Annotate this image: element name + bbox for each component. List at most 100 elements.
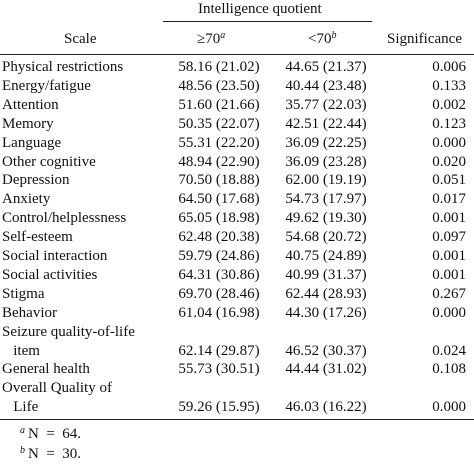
significance-cell: 0.123	[432, 115, 466, 132]
iq-ge70-header-label: ≥70	[197, 31, 221, 47]
significance-header: Significance	[387, 31, 462, 47]
iq-ge70-cell: 69.70 (28.46)	[178, 285, 260, 302]
significance-cell: 0.097	[432, 229, 466, 246]
significance-cell: 0.133	[432, 77, 466, 94]
iq-ge70-cell: 59.26 (15.95)	[178, 399, 260, 416]
iq-ge70-cell: 58.16 (21.02)	[178, 59, 260, 75]
scale-cell: Overall Quality of	[2, 380, 112, 397]
iq-lt70-cell: 40.75 (24.89)	[285, 248, 367, 264]
significance-cell: 0.001	[432, 210, 466, 227]
iq-lt70-cell: 62.44 (28.93)	[285, 285, 367, 302]
iq-lt70-header-label: <70	[308, 31, 332, 47]
iq-lt70-cell: 42.51 (22.44)	[285, 115, 367, 132]
scale-cell: Depression	[2, 172, 70, 189]
significance-cell: 0.000	[432, 399, 466, 416]
scale-cell: Stigma	[2, 285, 45, 302]
iq-ge70-cell: 51.60 (21.66)	[178, 96, 260, 113]
bottom-rule	[0, 419, 474, 420]
scale-cell: Control/helplessness	[2, 210, 127, 227]
scale-header: Scale	[64, 31, 97, 47]
iq-ge70-cell: 48.94 (22.90)	[178, 153, 260, 170]
iq-lt70-header-footnote-mark: b	[331, 30, 337, 41]
iq-ge70-cell: 50.35 (22.07)	[178, 115, 260, 132]
iq-ge70-cell: 59.79 (24.86)	[178, 248, 260, 264]
iq-ge70-header-footnote-mark: a	[220, 30, 226, 41]
iq-ge70-cell: 55.73 (30.51)	[178, 361, 260, 378]
scale-cell: Social activities	[2, 266, 98, 283]
scale-cell: Self-esteem	[2, 229, 73, 246]
table-row: Social interaction 59.79 (24.86) 40.75 (24…	[0, 247, 474, 265]
significance-cell: 0.000	[432, 304, 466, 321]
significance-cell: 0.024	[432, 342, 466, 359]
iq-lt70-cell: 54.73 (17.97)	[285, 191, 367, 208]
iq-lt70-cell: 49.62 (19.30)	[285, 210, 367, 227]
footnote-text: N = 64.	[28, 426, 82, 442]
table-row: Seizure quality-of-life	[0, 323, 474, 341]
significance-cell: 0.108	[432, 361, 466, 378]
significance-cell: 0.006	[432, 59, 466, 75]
table-row: Self-esteem 62.48 (20.38) 54.68 (20.72) 0.0…	[0, 228, 474, 246]
iq-ge70-cell: 65.05 (18.98)	[178, 210, 260, 227]
significance-cell: 0.017	[432, 191, 466, 208]
table-row: Social activities 64.31 (30.86) 40.99 (31.…	[0, 266, 474, 284]
scale-cell: Energy/fatigue	[2, 77, 91, 94]
scale-cell: Seizure quality-of-life	[2, 323, 135, 340]
table-row: Control/helplessness 65.05 (18.98) 49.62 (…	[0, 209, 474, 227]
iq-lt70-cell: 40.99 (31.37)	[285, 266, 367, 283]
group-header: Intelligence quotient	[198, 1, 322, 17]
table-row: Attention 51.60 (21.66) 35.77 (22.03) 0.002	[0, 96, 474, 114]
significance-cell: 0.001	[432, 266, 466, 283]
scale-cell: Language	[2, 134, 62, 151]
scale-cell: item	[2, 342, 40, 359]
iq-ge70-cell: 55.31 (22.20)	[178, 134, 260, 151]
footnote-mark: a	[20, 425, 25, 436]
iq-lt70-cell: 36.09 (22.25)	[285, 134, 367, 151]
scale-cell: Anxiety	[2, 191, 51, 208]
table-row: Life 59.26 (15.95) 46.03 (16.22) 0.000	[0, 398, 474, 416]
iq-lt70-cell: 44.44 (31.02)	[285, 361, 367, 378]
iq-lt70-cell: 35.77 (22.03)	[285, 96, 367, 113]
significance-cell: 0.267	[432, 285, 466, 302]
footnote-text: N = 30.	[28, 446, 82, 462]
scale-cell: Social interaction	[2, 248, 108, 264]
table-row: Behavior 61.04 (16.98) 44.30 (17.26) 0.000	[0, 304, 474, 322]
table-row: Physical restrictions 58.16 (21.02) 44.65 …	[0, 58, 474, 76]
iq-lt70-cell: 54.68 (20.72)	[285, 229, 367, 246]
table-row: Language 55.31 (22.20) 36.09 (22.25) 0.000	[0, 134, 474, 152]
significance-cell: 0.051	[432, 172, 466, 189]
iq-ge70-cell: 64.31 (30.86)	[178, 266, 260, 283]
scale-cell: Memory	[2, 115, 54, 132]
iq-ge70-cell: 48.56 (23.50)	[178, 77, 260, 94]
table-row: Overall Quality of	[0, 379, 474, 397]
iq-lt70-cell: 40.44 (23.48)	[285, 77, 367, 94]
significance-cell: 0.002	[432, 96, 466, 113]
iq-lt70-cell: 36.09 (23.28)	[285, 153, 367, 170]
scale-cell: Physical restrictions	[2, 59, 124, 75]
significance-cell: 0.020	[432, 153, 466, 170]
iq-lt70-header: <70b	[308, 30, 336, 50]
iq-ge70-cell: 61.04 (16.98)	[178, 304, 260, 321]
table-row: Anxiety 64.50 (17.68) 54.73 (17.97) 0.017	[0, 190, 474, 208]
scale-cell: Other cognitive	[2, 153, 96, 170]
iq-lt70-cell: 62.00 (19.19)	[285, 172, 367, 189]
table-row: General health 55.73 (30.51) 44.44 (31.02)…	[0, 360, 474, 378]
significance-cell: 0.001	[432, 248, 466, 264]
iq-lt70-cell: 44.30 (17.26)	[285, 304, 367, 321]
iq-ge70-header: ≥70a	[197, 30, 225, 50]
scale-cell: Behavior	[2, 304, 57, 321]
scale-cell: General health	[2, 361, 90, 378]
table-row: Memory 50.35 (22.07) 42.51 (22.44) 0.123	[0, 115, 474, 133]
significance-cell: 0.000	[432, 134, 466, 151]
iq-ge70-cell: 62.14 (29.87)	[178, 342, 260, 359]
table-row: Other cognitive 48.94 (22.90) 36.09 (23.28…	[0, 153, 474, 171]
scale-cell: Life	[2, 399, 39, 416]
table-row: Energy/fatigue 48.56 (23.50) 40.44 (23.48)…	[0, 77, 474, 95]
group-underline	[163, 21, 372, 22]
iq-lt70-cell: 46.52 (30.37)	[285, 342, 367, 359]
iq-lt70-cell: 46.03 (16.22)	[285, 399, 367, 416]
footnote-mark: b	[20, 445, 25, 456]
header-rule	[0, 54, 474, 55]
scale-cell: Attention	[2, 96, 59, 113]
